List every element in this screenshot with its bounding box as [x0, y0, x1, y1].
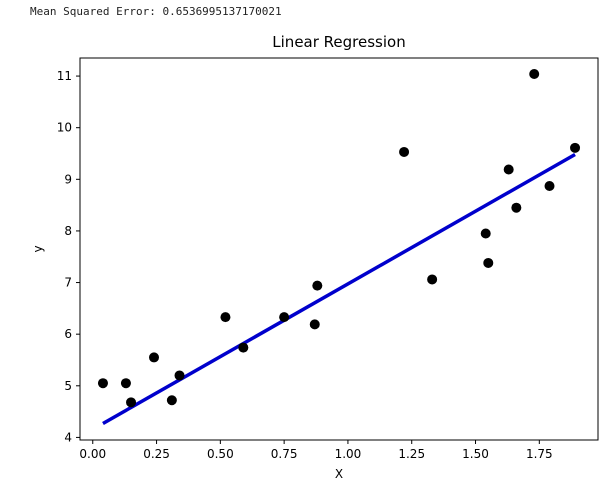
plot-area — [97, 69, 581, 426]
y-tick-label: 8 — [64, 224, 72, 238]
x-axis-label: X — [335, 467, 343, 481]
y-tick-label: 4 — [64, 430, 72, 444]
plot-frame — [79, 57, 599, 441]
data-point — [126, 397, 137, 408]
y-tick-label: 6 — [64, 327, 72, 341]
data-point — [120, 378, 131, 389]
data-point — [166, 395, 177, 406]
x-tick-label: 1.75 — [526, 447, 553, 461]
x-tick-label: 1.50 — [462, 447, 489, 461]
data-point — [174, 370, 185, 381]
data-point — [480, 228, 491, 239]
mse-output-text: Mean Squared Error: 0.6536995137170021 — [30, 5, 282, 18]
chart-title: Linear Regression — [272, 33, 405, 51]
data-point — [529, 69, 540, 80]
data-point — [220, 312, 231, 323]
y-tick-label: 7 — [64, 276, 72, 290]
y-tick-label: 9 — [64, 172, 72, 186]
x-axis: 0.00 0.25 0.50 0.75 1.00 1.25 1.50 1.75 — [79, 440, 553, 461]
data-point — [570, 142, 581, 153]
x-tick-label: 0.25 — [143, 447, 170, 461]
data-point — [309, 319, 320, 330]
data-point — [279, 312, 290, 323]
y-axis: 4 5 6 7 8 9 10 11 — [57, 69, 80, 444]
data-point — [312, 280, 323, 291]
x-tick-label: 1.25 — [398, 447, 425, 461]
x-tick-label: 0.75 — [271, 447, 298, 461]
y-tick-label: 5 — [64, 379, 72, 393]
regression-line — [102, 153, 576, 426]
data-point — [511, 202, 522, 213]
data-point — [97, 378, 108, 389]
data-point — [544, 181, 555, 192]
data-point — [399, 146, 410, 157]
data-point — [427, 274, 438, 285]
x-tick-label: 0.50 — [207, 447, 234, 461]
x-tick-label: 0.00 — [79, 447, 106, 461]
data-point — [238, 342, 249, 353]
data-point — [503, 164, 514, 175]
y-tick-label: 11 — [57, 69, 72, 83]
data-point — [483, 257, 494, 268]
y-tick-label: 10 — [57, 121, 72, 135]
x-tick-label: 1.00 — [335, 447, 362, 461]
y-axis-label: y — [31, 245, 45, 252]
data-point — [149, 352, 159, 363]
